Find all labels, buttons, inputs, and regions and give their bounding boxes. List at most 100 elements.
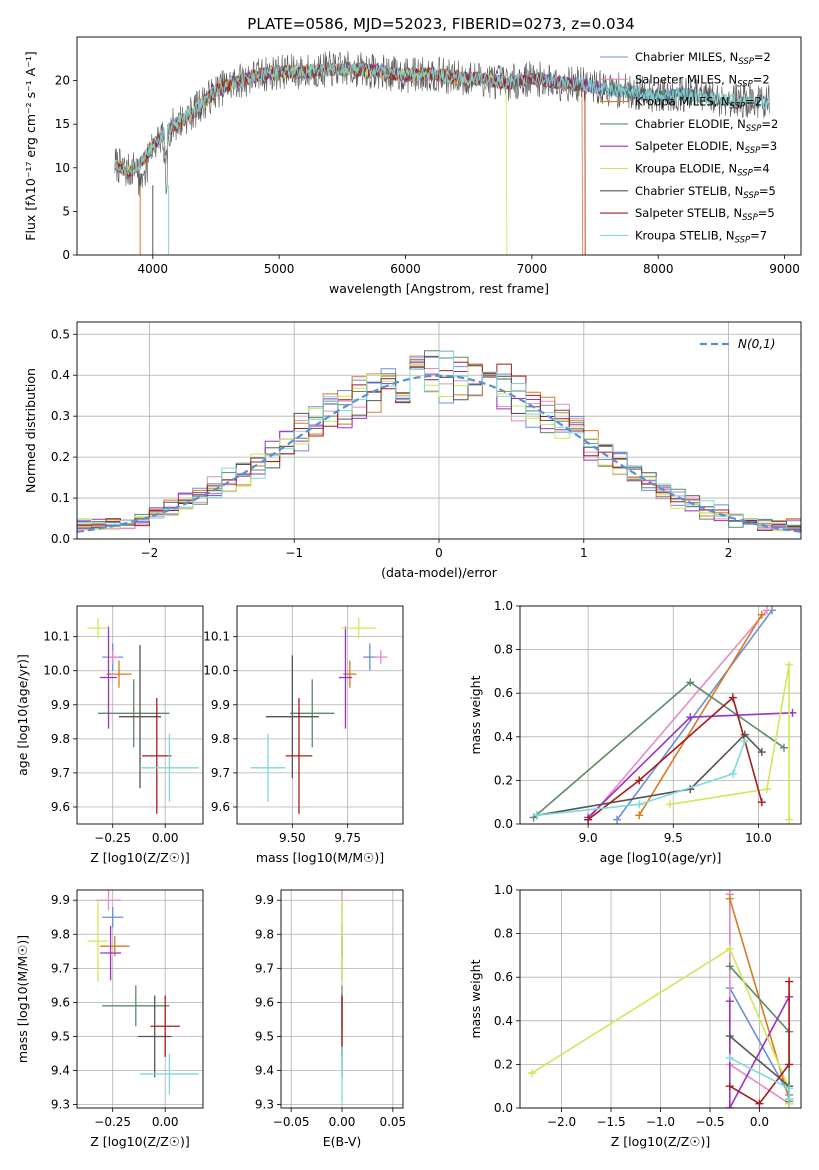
mass-vs-EBV-ytick-label: 9.3 [255, 1098, 274, 1112]
residuals-legend: N(0,1) [700, 337, 775, 351]
mass-vs-EBV-ytick-label: 9.7 [255, 961, 274, 975]
residuals-xtick-label: 1 [580, 546, 588, 560]
massweight-vs-Z-xtick-label: 0.0 [750, 1115, 769, 1129]
mass-vs-Z-ytick-label: 9.7 [51, 961, 70, 975]
age-vs-mass-errorbar [374, 650, 388, 664]
mass-vs-Z-axes: −0.25 0.00 9.3 9.4 9.5 9.6 9.7 9.8 9.9 Z [log10(Z… [15, 889, 204, 1149]
residuals-ytick-label: 0.4 [51, 368, 70, 382]
mass-vs-Z-errorbar [95, 890, 122, 911]
age-vs-mass-ytick-label: 10.0 [203, 664, 230, 678]
spectrum-ytick-label: 20 [55, 74, 70, 88]
massweight-vs-age-ytick-label: 0.4 [494, 730, 513, 744]
age-vs-mass-axes: 9.50 9.75 9.6 9.7 9.8 9.9 10.0 10.1 mass [log10(… [203, 605, 404, 865]
massweight-vs-age-marker [728, 769, 737, 778]
spectrum-model-line [114, 62, 584, 255]
mass-vs-EBV-xtick-label: 0.05 [379, 1115, 406, 1129]
residuals-ytick-label: 0.5 [51, 327, 70, 341]
mass-vs-EBV-frame [280, 889, 404, 1109]
legend-label: Chabrier MILES, NSSP=2 [635, 50, 771, 67]
massweight-vs-age-xlabel: age [log10(age/yr)] [600, 850, 722, 865]
age-vs-Z-frame [76, 605, 204, 825]
residuals-xtick-label: −1 [285, 546, 303, 560]
mass-vs-EBV-ytick-label: 9.8 [255, 927, 274, 941]
mass-vs-Z-ytick-label: 9.9 [51, 893, 70, 907]
spectrum-ytick-label: 10 [55, 161, 70, 175]
age-vs-Z-errorbar [100, 626, 117, 729]
age-vs-Z-plot-area [87, 617, 199, 814]
massweight-vs-Z-marker [725, 1053, 734, 1062]
mass-vs-Z-ytick-label: 9.5 [51, 1029, 70, 1043]
age-vs-mass-xlabel: mass [log10(M/M☉)] [256, 850, 384, 865]
legend-label: Salpeter MILES, NSSP=2 [635, 72, 770, 89]
age-vs-Z-errorbar [106, 660, 132, 688]
massweight-vs-age-series-line [536, 733, 763, 817]
massweight-vs-Z-marker [725, 894, 734, 903]
massweight-vs-Z-ylabel: mass weight [468, 959, 483, 1038]
massweight-vs-age-marker [533, 811, 542, 820]
mass-vs-EBV-xtick-label: −0.05 [273, 1115, 310, 1129]
normal-reference-curve [77, 374, 801, 533]
age-vs-Z-errorbar [142, 697, 172, 814]
massweight-vs-age-marker [757, 798, 766, 807]
massweight-vs-age-series-line [669, 664, 790, 820]
residuals-ylabel: Normed distribution [23, 368, 38, 493]
massweight-vs-age-ytick-label: 0.6 [494, 686, 513, 700]
mass-vs-EBV-ytick-label: 9.4 [255, 1064, 274, 1078]
age-vs-mass-errorbar [338, 626, 353, 729]
massweight-vs-age-xtick-label: 9.0 [579, 831, 598, 845]
massweight-vs-Z-ytick-label: 0.0 [494, 1101, 513, 1115]
age-vs-Z-ytick-label: 9.8 [51, 732, 70, 746]
massweight-vs-age-marker [635, 811, 644, 820]
residuals-xtick-label: 2 [725, 546, 733, 560]
massweight-vs-age-marker [785, 815, 794, 824]
massweight-vs-age-marker [686, 678, 695, 687]
age-vs-mass-plot-area [250, 617, 388, 814]
massweight-vs-age-series-line [638, 614, 763, 816]
residuals-xtick-label: −2 [141, 546, 159, 560]
mass-vs-Z-errorbar [137, 995, 172, 1078]
age-vs-Z-ytick-label: 9.6 [51, 800, 70, 814]
spectrum-xtick-label: 8000 [643, 262, 674, 276]
residual-histogram [77, 351, 801, 539]
massweight-vs-age-marker [757, 748, 766, 757]
age-vs-Z-ytick-label: 10.0 [43, 664, 70, 678]
massweight-vs-age-ytick-label: 0.8 [494, 643, 513, 657]
mass-vs-Z-xtick-label: 0.00 [152, 1115, 179, 1129]
massweight-vs-age-series-line [536, 740, 746, 817]
mass-vs-Z-ylabel: mass [log10(M/M☉)] [15, 935, 30, 1063]
age-vs-Z-ytick-label: 10.1 [43, 630, 70, 644]
massweight-vs-Z-marker [785, 977, 794, 986]
massweight-vs-Z-marker [725, 962, 734, 971]
massweight-vs-Z-xtick-label: −0.5 [695, 1115, 724, 1129]
legend-label: Chabrier STELIB, NSSP=5 [635, 184, 776, 201]
massweight-vs-age-marker [785, 660, 794, 669]
legend-label: N(0,1) [738, 337, 775, 351]
legend-label: Salpeter STELIB, NSSP=5 [635, 206, 775, 223]
massweight-vs-Z-ytick-label: 0.8 [494, 927, 513, 941]
massweight-vs-Z-marker [725, 944, 734, 953]
spectrum-frame [76, 36, 802, 256]
massweight-vs-Z-ytick-label: 0.6 [494, 970, 513, 984]
massweight-vs-Z-marker [725, 997, 734, 1006]
massweight-vs-age-xtick-label: 9.5 [664, 831, 683, 845]
spectrum-ylabel: Flux [fλ10⁻¹⁷ erg cm⁻² s⁻¹ A⁻¹] [23, 51, 38, 240]
spectrum-xtick-label: 7000 [517, 262, 548, 276]
mass-vs-Z-ytick-label: 9.4 [51, 1064, 70, 1078]
massweight-vs-age-ytick-label: 0.2 [494, 773, 513, 787]
massweight-vs-age-xtick-label: 10.0 [745, 831, 772, 845]
legend-label: Chabrier ELODIE, NSSP=2 [635, 117, 778, 134]
age-vs-Z-errorbar [87, 617, 109, 639]
massweight-vs-Z-xlabel: Z [log10(Z/Z☉)] [611, 1134, 711, 1149]
age-vs-mass-ytick-label: 9.6 [211, 800, 230, 814]
mass-vs-EBV-xtick-label: 0.00 [329, 1115, 356, 1129]
massweight-vs-age-marker [686, 713, 695, 722]
massweight-vs-Z-marker [725, 1104, 734, 1108]
massweight-vs-age-series-line [587, 609, 768, 821]
mass-vs-Z-errorbar [140, 1053, 199, 1095]
spectrum-legend: Chabrier MILES, NSSP=2 Salpeter MILES, NS… [600, 50, 778, 245]
age-vs-Z-ytick-label: 9.9 [51, 698, 70, 712]
mass-vs-Z-errorbar [100, 925, 122, 981]
age-vs-mass-frame [236, 605, 404, 825]
massweight-vs-age-plot-area [529, 606, 797, 824]
spectrum-plot-area [114, 50, 770, 255]
